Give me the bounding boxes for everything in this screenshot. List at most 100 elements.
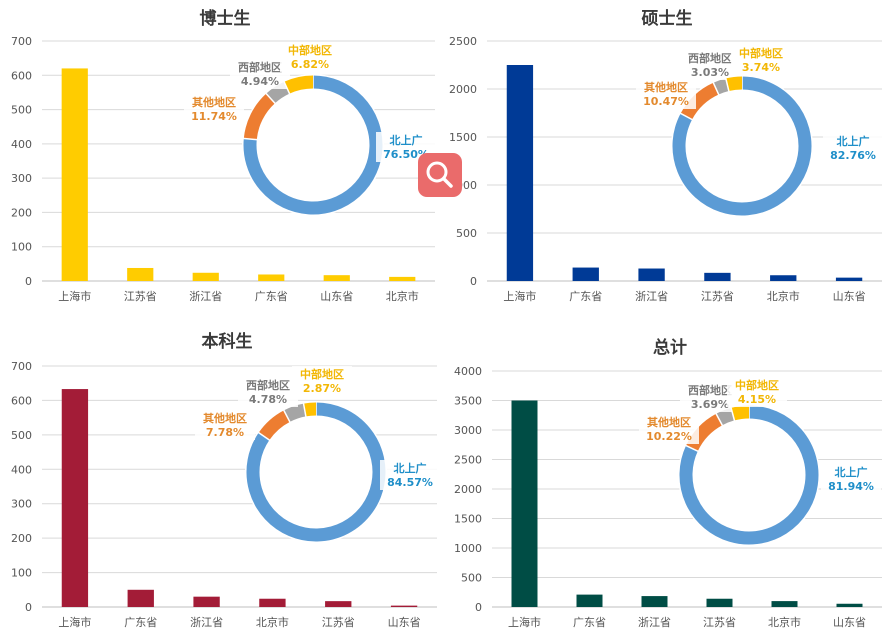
donut-slice-percent: 84.57% [387, 476, 433, 489]
donut-slice [679, 405, 819, 545]
y-tick-label: 100 [11, 567, 32, 580]
donut-slice [686, 413, 723, 452]
x-tick-label: 江苏省 [322, 616, 355, 629]
donut-separator [302, 402, 307, 418]
donut-slice-percent: 82.76% [830, 149, 876, 162]
zoom-button[interactable] [418, 153, 462, 197]
donut-label-background [727, 377, 787, 407]
bar [325, 601, 352, 607]
bar [771, 601, 798, 607]
donut-slice [672, 76, 812, 216]
x-tick-label: 北京市 [767, 289, 800, 303]
donut-label-background [636, 79, 696, 109]
donut-slice-label: 西部地区 [688, 51, 732, 65]
donut-slice-label: 北上广 [390, 133, 423, 147]
donut-slice-percent: 3.69% [691, 398, 729, 411]
donut-slice [725, 76, 743, 92]
donut-slice [243, 75, 383, 215]
donut-separator [242, 137, 258, 141]
y-tick-label: 1000 [454, 542, 482, 555]
chart-panel: 博士生 0 100 200 300 400 500 600 700 上海市 江苏省 浙江省 广东省 山东省… [11, 8, 436, 303]
donut-slice-label: 北上广 [835, 465, 868, 479]
chart-title: 博士生 [200, 8, 251, 29]
x-tick-label: 上海市 [508, 615, 541, 629]
y-tick-label: 3000 [454, 424, 482, 437]
donut-background [671, 75, 813, 217]
donut-label-background [731, 45, 791, 75]
y-tick-label: 0 [25, 275, 32, 288]
bar [706, 598, 733, 607]
donut-slice-label: 中部地区 [300, 367, 344, 381]
donut-label-background [823, 133, 883, 163]
donut-slice [243, 93, 276, 140]
bar [638, 268, 665, 281]
y-tick-label: 200 [11, 532, 32, 545]
y-tick-label: 1500 [449, 131, 477, 144]
donut-slice-label: 其他地区 [192, 95, 236, 109]
donut-slice-percent: 10.22% [646, 430, 692, 443]
y-tick-label: 400 [11, 463, 32, 476]
donut-slice-percent: 4.78% [249, 393, 287, 406]
y-tick-label: 500 [456, 227, 477, 240]
x-tick-label: 浙江省 [189, 290, 222, 303]
y-tick-label: 500 [461, 572, 482, 585]
y-tick-label: 3500 [454, 395, 482, 408]
donut-slice-percent: 3.03% [691, 66, 729, 79]
donut-slice [680, 82, 719, 120]
donut-label-background [680, 50, 740, 80]
bar [389, 276, 416, 281]
donut-slice-percent: 7.78% [206, 426, 244, 439]
donut-label-background [280, 42, 340, 72]
donut-label-background [238, 377, 298, 407]
donut-slice-percent: 81.94% [828, 480, 874, 493]
donut-slice-percent: 11.74% [191, 110, 237, 123]
x-tick-label: 浙江省 [638, 616, 671, 629]
bar [704, 272, 731, 281]
donut-slice-label: 其他地区 [644, 80, 688, 94]
y-tick-label: 500 [11, 104, 32, 117]
donut-slice-percent: 10.47% [643, 95, 689, 108]
y-tick-label: 2000 [454, 483, 482, 496]
donut-separator [730, 406, 736, 422]
y-tick-label: 400 [11, 138, 32, 151]
y-tick-label: 4000 [454, 365, 482, 378]
donut-slice-label: 中部地区 [288, 43, 332, 57]
donut-label-background [380, 460, 440, 490]
bar [323, 275, 350, 281]
y-tick-label: 100 [11, 241, 32, 254]
donut-slice [303, 402, 317, 417]
bar [836, 603, 863, 607]
bar [61, 68, 88, 281]
x-tick-label: 江苏省 [701, 290, 734, 303]
bar [259, 598, 286, 607]
y-tick-label: 700 [11, 35, 32, 48]
donut-slice [283, 403, 307, 423]
donut-background [242, 74, 384, 216]
x-tick-label: 广东省 [569, 290, 602, 303]
x-tick-label: 广东省 [255, 290, 288, 303]
donut-slice [713, 78, 729, 95]
x-tick-label: 江苏省 [703, 616, 736, 629]
donut-slice-label: 北上广 [394, 461, 427, 475]
y-tick-label: 1500 [454, 513, 482, 526]
magnifier-icon [426, 161, 453, 188]
donut-slice-percent: 2.87% [303, 382, 341, 395]
donut-slice-label: 北上广 [837, 134, 870, 148]
y-tick-label: 700 [11, 360, 32, 373]
donut-separator [714, 412, 724, 427]
bar [192, 272, 219, 281]
donut-slice [258, 410, 291, 441]
chart-panel: 总计 0 500 1000 1500 2000 2500 3000 3500 4000 上海市 广东省… [454, 337, 882, 629]
donut-slice-percent: 6.82% [291, 58, 329, 71]
bar [641, 596, 668, 607]
bar [506, 65, 534, 281]
donut-separator [257, 431, 271, 442]
bar [127, 589, 154, 607]
y-tick-label: 600 [11, 394, 32, 407]
x-tick-label: 山东省 [833, 290, 866, 303]
donut-slice [716, 407, 735, 426]
x-tick-label: 广东省 [573, 616, 606, 629]
y-tick-label: 300 [11, 172, 32, 185]
